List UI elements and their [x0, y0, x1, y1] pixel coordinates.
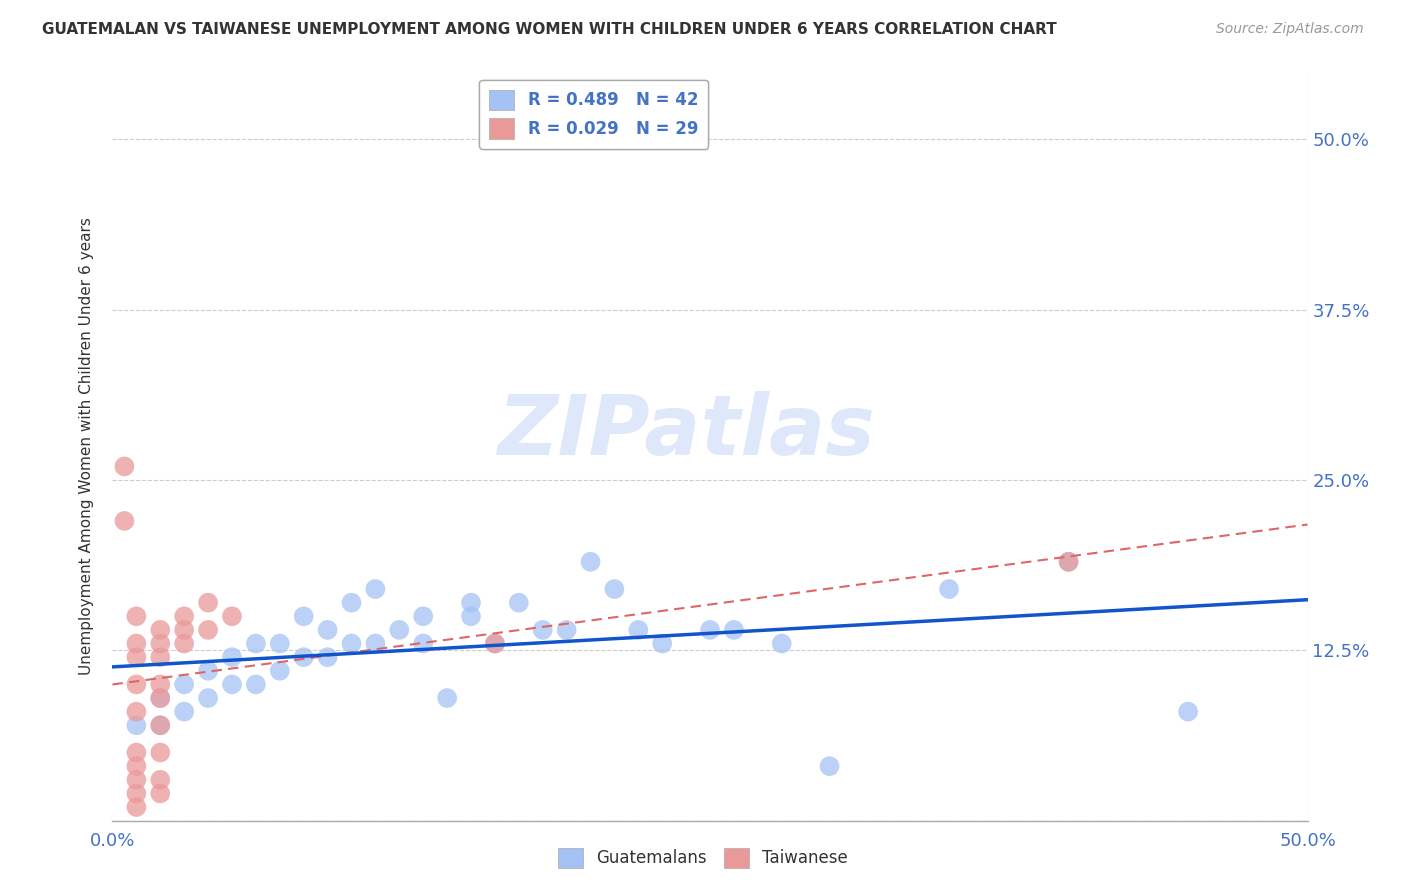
Point	[292, 650, 315, 665]
Point	[125, 800, 148, 814]
Point	[149, 636, 172, 650]
Point	[197, 691, 219, 706]
Point	[149, 677, 172, 691]
Point	[125, 650, 148, 665]
Point	[555, 623, 578, 637]
Text: ZIPatlas: ZIPatlas	[498, 391, 875, 472]
Point	[723, 623, 745, 637]
Point	[340, 596, 363, 610]
Point	[197, 596, 219, 610]
Point	[938, 582, 960, 596]
Point	[364, 636, 387, 650]
Point	[1057, 555, 1080, 569]
Legend: R = 0.489   N = 42, R = 0.029   N = 29: R = 0.489 N = 42, R = 0.029 N = 29	[479, 79, 709, 149]
Point	[149, 772, 172, 787]
Point	[125, 705, 148, 719]
Point	[603, 582, 626, 596]
Point	[114, 514, 135, 528]
Point	[173, 677, 195, 691]
Point	[484, 636, 506, 650]
Point	[269, 664, 291, 678]
Point	[221, 650, 243, 665]
Point	[436, 691, 458, 706]
Point	[340, 636, 363, 650]
Point	[388, 623, 411, 637]
Point	[125, 609, 148, 624]
Point	[818, 759, 841, 773]
Point	[114, 459, 135, 474]
Point	[125, 746, 148, 760]
Point	[245, 636, 267, 650]
Point	[1177, 705, 1199, 719]
Text: Source: ZipAtlas.com: Source: ZipAtlas.com	[1216, 22, 1364, 37]
Point	[627, 623, 650, 637]
Point	[125, 772, 148, 787]
Point	[651, 636, 673, 650]
Point	[316, 623, 339, 637]
Point	[531, 623, 554, 637]
Point	[770, 636, 793, 650]
Point	[149, 691, 172, 706]
Point	[149, 746, 172, 760]
Point	[699, 623, 721, 637]
Point	[292, 609, 315, 624]
Y-axis label: Unemployment Among Women with Children Under 6 years: Unemployment Among Women with Children U…	[79, 217, 94, 675]
Point	[579, 555, 602, 569]
Point	[197, 664, 219, 678]
Point	[125, 759, 148, 773]
Legend: Guatemalans, Taiwanese: Guatemalans, Taiwanese	[551, 841, 855, 875]
Point	[149, 650, 172, 665]
Point	[149, 718, 172, 732]
Point	[412, 636, 434, 650]
Point	[149, 786, 172, 800]
Point	[173, 609, 195, 624]
Point	[460, 596, 482, 610]
Point	[125, 677, 148, 691]
Point	[245, 677, 267, 691]
Point	[460, 609, 482, 624]
Point	[316, 650, 339, 665]
Point	[149, 623, 172, 637]
Point	[1057, 555, 1080, 569]
Point	[149, 718, 172, 732]
Point	[269, 636, 291, 650]
Point	[149, 691, 172, 706]
Point	[173, 636, 195, 650]
Point	[173, 623, 195, 637]
Point	[221, 677, 243, 691]
Point	[364, 582, 387, 596]
Text: GUATEMALAN VS TAIWANESE UNEMPLOYMENT AMONG WOMEN WITH CHILDREN UNDER 6 YEARS COR: GUATEMALAN VS TAIWANESE UNEMPLOYMENT AMO…	[42, 22, 1057, 37]
Point	[125, 786, 148, 800]
Point	[125, 636, 148, 650]
Point	[484, 636, 506, 650]
Point	[508, 596, 530, 610]
Point	[125, 718, 148, 732]
Point	[221, 609, 243, 624]
Point	[412, 609, 434, 624]
Point	[197, 623, 219, 637]
Point	[173, 705, 195, 719]
